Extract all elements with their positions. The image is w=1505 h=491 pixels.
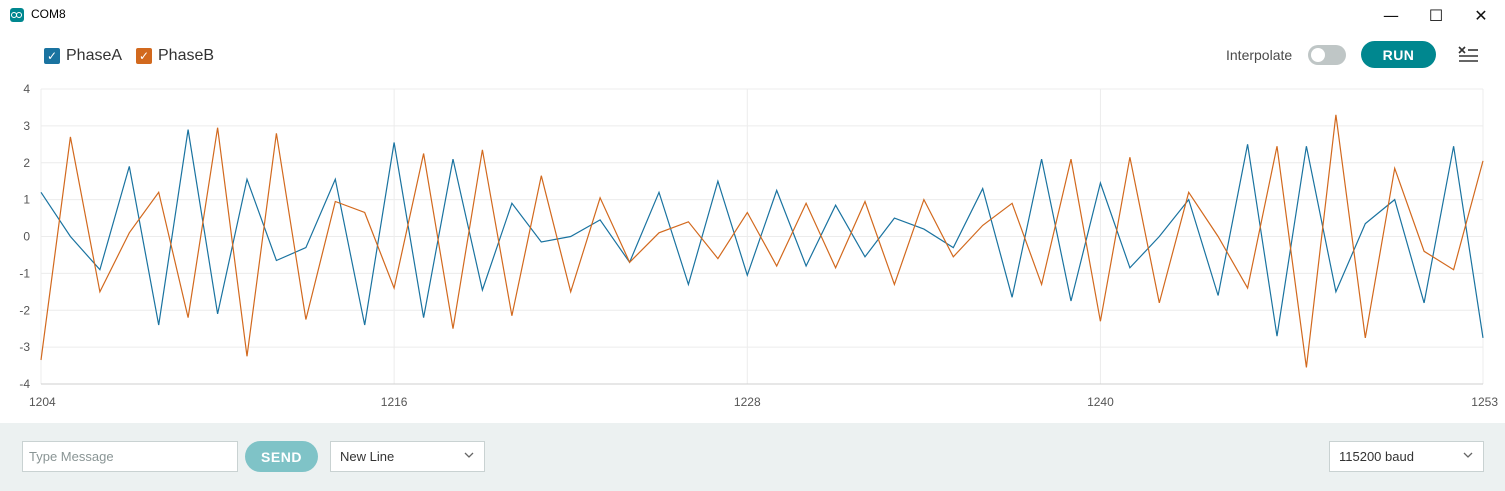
baud-rate-value: 115200 baud xyxy=(1339,449,1414,464)
y-tick-label: -4 xyxy=(19,377,30,391)
x-tick-label: 1228 xyxy=(734,395,761,409)
window-title: COM8 xyxy=(31,7,66,21)
serial-plotter-chart[interactable]: -4 -3 -2 -1 0 1 2 3 4 1204 1216 1228 1240 1253 xyxy=(0,80,1505,420)
line-ending-select[interactable]: New Line xyxy=(330,441,485,472)
y-tick-label: -3 xyxy=(19,340,30,354)
y-tick-label: -1 xyxy=(19,266,30,280)
x-tick-label: 1204 xyxy=(29,395,56,409)
legend-item-phasea[interactable]: ✓ PhaseA xyxy=(44,46,122,66)
baud-rate-select[interactable]: 115200 baud xyxy=(1329,441,1484,472)
legend-label-phaseb: PhaseB xyxy=(158,47,215,64)
y-tick-label: 0 xyxy=(23,230,30,244)
y-tick-label: 2 xyxy=(23,156,30,170)
chevron-down-icon xyxy=(1463,452,1473,458)
run-button[interactable]: RUN xyxy=(1361,41,1436,68)
interpolate-label: Interpolate xyxy=(1226,47,1293,63)
clear-output-icon[interactable] xyxy=(1456,44,1480,66)
maximize-button[interactable]: ☐ xyxy=(1428,5,1444,25)
x-tick-label: 1216 xyxy=(381,395,408,409)
phaseb-checkbox[interactable]: ✓ xyxy=(136,48,152,64)
toggle-knob xyxy=(1311,48,1325,62)
y-tick-label: 1 xyxy=(23,193,30,207)
series-line-phasea xyxy=(40,129,1484,338)
legend-label-phasea: PhaseA xyxy=(66,47,123,64)
message-input[interactable] xyxy=(22,441,238,472)
y-tick-label: -2 xyxy=(19,303,30,317)
legend-item-phaseb[interactable]: ✓ PhaseB xyxy=(136,46,214,66)
x-tick-label: 1240 xyxy=(1087,395,1114,409)
chevron-down-icon xyxy=(464,452,474,458)
minimize-button[interactable]: — xyxy=(1383,5,1399,25)
close-button[interactable]: ✕ xyxy=(1474,5,1488,25)
y-tick-label: 3 xyxy=(23,119,30,133)
series-line-phaseb xyxy=(40,114,1484,368)
plotter-toolbar: ✓ PhaseA ✓ PhaseB Interpolate RUN xyxy=(0,36,1505,76)
y-tick-label: 4 xyxy=(23,82,30,96)
phasea-checkbox[interactable]: ✓ xyxy=(44,48,60,64)
interpolate-toggle[interactable] xyxy=(1308,45,1346,65)
line-ending-value: New Line xyxy=(340,449,395,464)
title-bar: COM8 — ☐ ✕ xyxy=(0,0,1505,30)
message-footer: SEND New Line 115200 baud xyxy=(0,423,1505,491)
send-button[interactable]: SEND xyxy=(245,441,318,472)
arduino-app-icon xyxy=(10,8,24,22)
x-tick-label: 1253 xyxy=(1471,395,1498,409)
